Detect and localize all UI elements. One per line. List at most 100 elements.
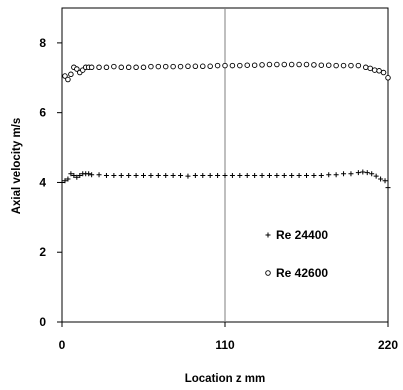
data-point-plus <box>229 172 235 178</box>
data-point-circle <box>251 62 258 68</box>
legend-marker-plus <box>265 232 271 238</box>
data-point-plus <box>237 172 243 178</box>
data-point-plus <box>385 185 391 191</box>
data-point-circle <box>333 62 339 69</box>
data-point-circle <box>111 63 117 70</box>
data-point-plus <box>200 172 206 178</box>
data-point-plus <box>118 172 124 178</box>
x-tick-label-0: 0 <box>59 338 66 352</box>
y-tick-label-4: 4 <box>39 175 46 189</box>
data-point-plus <box>141 172 146 178</box>
data-point-plus <box>155 172 161 178</box>
data-point-plus <box>62 178 68 184</box>
data-point-plus <box>355 170 361 176</box>
data-point-plus <box>178 172 184 178</box>
data-point-plus <box>185 173 191 179</box>
data-point-plus <box>326 172 332 178</box>
data-point-plus <box>296 172 302 178</box>
data-point-plus <box>360 169 366 175</box>
data-point-circle <box>376 68 382 74</box>
data-point-plus <box>281 172 287 178</box>
data-point-circle <box>103 64 110 71</box>
data-point-circle <box>74 66 80 72</box>
x-tick-label-110: 110 <box>215 338 235 352</box>
legend: Re 24400 Re 42600 <box>265 228 328 280</box>
data-point-circle <box>170 63 176 70</box>
data-point-plus <box>341 171 347 177</box>
data-point-circle <box>192 63 199 70</box>
data-point-plus <box>59 179 65 185</box>
data-point-plus <box>163 172 169 178</box>
data-point-plus <box>348 171 354 177</box>
data-point-plus <box>259 172 265 178</box>
data-point-circle <box>367 65 373 72</box>
legend-label-re-24400: Re 24400 <box>276 228 328 242</box>
data-point-plus <box>111 172 117 178</box>
data-point-circle <box>348 62 354 69</box>
data-point-circle <box>274 61 280 68</box>
data-point-circle <box>385 75 391 81</box>
data-point-circle <box>281 61 288 68</box>
data-point-circle <box>140 64 147 71</box>
data-point-circle <box>340 62 347 69</box>
y-tick-label-2: 2 <box>39 245 46 259</box>
data-point-circle <box>177 63 184 70</box>
y-tick-label-8: 8 <box>39 36 46 50</box>
data-point-plus <box>148 172 154 178</box>
data-point-circle <box>363 64 369 71</box>
data-point-plus <box>382 178 388 184</box>
data-point-circle <box>133 64 139 71</box>
data-point-circle <box>200 63 206 70</box>
data-point-circle <box>65 76 71 83</box>
data-point-circle <box>222 62 228 69</box>
series-circle <box>62 61 391 83</box>
data-point-plus <box>369 171 375 177</box>
data-point-circle <box>371 67 378 73</box>
data-point-plus <box>289 172 295 178</box>
data-point-circle <box>259 62 265 68</box>
axis-ticks <box>57 42 389 327</box>
data-point-plus <box>304 172 309 178</box>
data-point-plus <box>207 172 213 178</box>
data-point-circle <box>296 61 302 68</box>
data-point-plus <box>215 172 221 178</box>
y-tick-label-6: 6 <box>39 106 46 120</box>
data-point-plus <box>71 172 77 178</box>
data-point-circle <box>148 63 154 70</box>
data-point-plus <box>86 171 92 177</box>
data-point-plus <box>68 171 74 177</box>
data-point-circle <box>118 64 125 71</box>
data-point-circle <box>125 64 132 71</box>
data-point-plus <box>274 172 280 178</box>
data-point-circle <box>155 63 162 70</box>
data-point-plus <box>133 172 139 178</box>
legend-marker-circle <box>265 270 271 276</box>
data-point-plus <box>333 172 339 178</box>
data-point-plus <box>192 172 198 178</box>
x-tick-label-220: 220 <box>378 338 398 352</box>
data-point-plus <box>89 172 95 178</box>
y-tick-label-0: 0 <box>39 315 46 329</box>
data-point-plus <box>222 172 228 178</box>
legend-label-re-42600: Re 42600 <box>276 266 328 280</box>
data-point-plus <box>378 176 384 182</box>
data-point-circle <box>244 62 250 68</box>
data-point-circle <box>185 63 191 70</box>
data-point-circle <box>237 62 243 69</box>
series-plus <box>59 169 391 191</box>
data-point-circle <box>355 62 362 69</box>
data-point-circle <box>288 61 295 68</box>
data-point-plus <box>103 172 109 178</box>
data-point-circle <box>303 61 310 68</box>
data-point-circle <box>311 62 317 68</box>
data-point-plus <box>252 172 258 178</box>
data-point-circle <box>266 61 273 68</box>
data-point-plus <box>77 172 83 178</box>
data-point-circle <box>380 69 387 76</box>
data-point-plus <box>170 172 176 178</box>
data-point-plus <box>364 170 370 176</box>
data-point-plus <box>373 173 379 179</box>
data-point-circle <box>214 62 221 69</box>
data-point-circle <box>96 64 102 71</box>
